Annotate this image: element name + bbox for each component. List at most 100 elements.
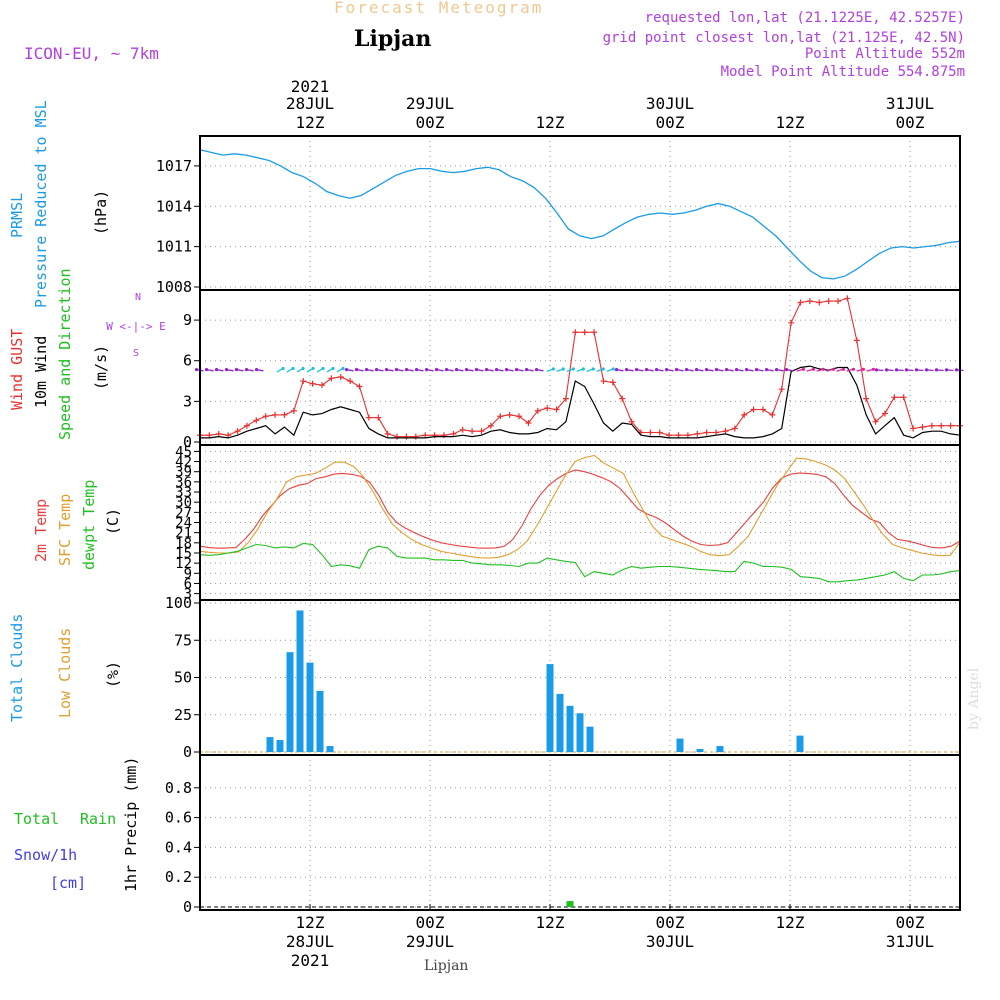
gust-marker [544, 405, 551, 412]
wind-direction-arrowhead [454, 368, 459, 372]
top-label-hour: 12Z [296, 113, 325, 132]
wind-direction-arrowhead [704, 368, 709, 372]
gust-marker [525, 420, 532, 427]
top-label-hour: 12Z [776, 113, 805, 132]
gust-marker [431, 432, 438, 439]
bottom-label-hour: 00Z [896, 913, 925, 932]
gust-marker [506, 411, 513, 418]
wind-direction-arrowhead [634, 368, 639, 372]
gust-marker [816, 299, 823, 306]
y-tick-label: 6 [183, 352, 192, 370]
wind-direction-arrowhead [694, 368, 699, 372]
compass-west-east: W <-|-> E [106, 320, 166, 333]
gust-marker [347, 378, 354, 385]
wind-direction-arrowhead [934, 368, 939, 372]
gust-marker [272, 411, 279, 418]
y-tick-label: 0.8 [165, 779, 192, 797]
gust-marker [797, 299, 804, 306]
bottom-label-date: 28JUL [286, 932, 334, 951]
gust-marker [619, 395, 626, 402]
gust-line [200, 297, 960, 438]
y-tick-label: 50 [174, 669, 192, 687]
wind-direction-arrowhead [774, 368, 779, 372]
gust-marker [600, 378, 607, 385]
bottom-label-date: 30JUL [646, 932, 694, 951]
gust-marker [581, 329, 588, 336]
wind-direction-arrowhead [394, 368, 399, 372]
gust-marker [215, 430, 222, 437]
wind-dir-label: Speed and Direction [56, 268, 74, 440]
gust-marker [769, 411, 776, 418]
gust-marker [253, 417, 260, 424]
top-label-date: 31JUL [886, 94, 934, 113]
wind-direction-arrowhead [504, 368, 509, 372]
y-tick-label: 45 [175, 444, 192, 460]
gust-marker [356, 383, 363, 390]
gust-marker [750, 406, 757, 413]
wind-direction-arrowhead [404, 368, 409, 372]
gust-marker [309, 380, 316, 387]
wind-direction-arrowhead [234, 368, 239, 372]
gust-marker [234, 428, 241, 435]
cloud-bar [716, 746, 724, 752]
y-tick-label: 6 [184, 576, 192, 592]
wind-direction-arrowhead [894, 368, 899, 372]
bottom-label-date: 29JUL [406, 932, 454, 951]
cloud-bar [276, 740, 284, 752]
y-tick-label: 39 [175, 465, 192, 481]
gust-marker [328, 375, 335, 382]
wind-direction-arrowhead [801, 367, 805, 371]
requested-location: requested lon,lat (21.1225E, 42.5257E) [644, 10, 965, 26]
wind-direction-arrowhead [464, 368, 469, 372]
temp-2m-label: 2m Temp [32, 499, 50, 562]
gust-marker [562, 395, 569, 402]
wind-direction-arrowhead [281, 366, 285, 371]
cloud-bar [676, 738, 684, 752]
legend-cm: [cm] [50, 874, 86, 892]
wind-direction-arrowhead [254, 368, 259, 372]
gust-marker [553, 406, 560, 413]
y-tick-label: 0.2 [165, 868, 192, 886]
low-clouds-label: Low Clouds [56, 628, 74, 718]
gust-marker [628, 418, 635, 425]
total-clouds-label: Total Clouds [8, 614, 26, 722]
wind-direction-arrowhead [684, 368, 689, 372]
wind-direction-arrowhead [601, 367, 605, 371]
wind-direction-arrowhead [244, 368, 249, 372]
wind-direction-arrowhead [904, 368, 909, 372]
cloud-bar [266, 737, 274, 752]
gust-marker [337, 373, 344, 380]
compass-north: N [135, 292, 141, 303]
gust-marker [450, 430, 457, 437]
wind-direction-arrowhead [944, 368, 949, 372]
compass-south: S [133, 348, 139, 359]
gust-marker [788, 319, 795, 326]
gust-marker [881, 410, 888, 417]
dewpt-label: dewpt Temp [80, 480, 98, 570]
wind-direction-arrowhead [551, 367, 555, 371]
gust-marker [919, 424, 926, 431]
y-tick-label: 0 [183, 433, 192, 451]
wind-direction-arrowhead [204, 368, 209, 372]
wind-direction-arrowhead [884, 368, 889, 372]
top-label-date: 30JUL [646, 94, 694, 113]
gust-marker [403, 433, 410, 440]
gust-marker [656, 429, 663, 436]
y-tick-label: 1011 [156, 238, 192, 256]
y-tick-label: 42 [175, 455, 192, 471]
y-tick-label: 25 [174, 706, 192, 724]
wind-direction-arrowhead [414, 368, 419, 372]
gust-marker [300, 378, 307, 385]
gust-marker [225, 432, 232, 439]
wind-direction-arrowhead [364, 368, 369, 372]
top-label-hour: 00Z [656, 113, 685, 132]
station-title: Lipjan [354, 26, 432, 52]
wind-direction-arrowhead [734, 368, 739, 372]
temp-sfc-line [199, 454, 961, 559]
gust-marker [675, 432, 682, 439]
wind-direction-arrowhead [524, 368, 529, 372]
gust-marker [666, 432, 673, 439]
precip-ylabel: 1hr Precip (mm) [122, 757, 140, 892]
top-label-hour: 12Z [536, 113, 565, 132]
cloud-bar [566, 705, 574, 752]
